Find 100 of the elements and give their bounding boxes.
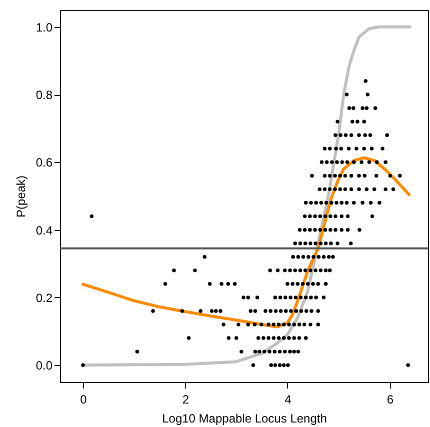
point (278, 363, 282, 367)
point (286, 282, 290, 286)
point (338, 133, 342, 137)
point (334, 146, 338, 151)
point (260, 322, 264, 326)
point (296, 350, 300, 354)
point (272, 336, 276, 340)
point (283, 350, 287, 354)
point (282, 336, 286, 340)
point (370, 214, 374, 218)
point (345, 160, 350, 164)
point (253, 350, 258, 354)
point (368, 200, 373, 205)
point (375, 160, 379, 164)
point (378, 200, 382, 205)
point (344, 92, 349, 96)
point (344, 133, 348, 137)
point (384, 187, 388, 192)
point (257, 350, 262, 354)
point (290, 282, 294, 286)
point (328, 214, 332, 218)
point (220, 282, 224, 286)
point (272, 350, 277, 354)
point (340, 200, 344, 205)
point (328, 228, 332, 232)
point (364, 187, 369, 192)
point (329, 241, 333, 246)
point (298, 296, 303, 300)
point (284, 296, 288, 300)
y-tick-label: 0.0 (36, 358, 53, 373)
point (246, 296, 250, 300)
point (316, 309, 320, 313)
point (292, 322, 296, 326)
point (334, 228, 338, 232)
point (293, 241, 297, 246)
point (391, 187, 396, 192)
point (328, 146, 332, 151)
point (300, 282, 305, 286)
point (310, 309, 314, 313)
point (298, 268, 302, 272)
point (302, 214, 307, 218)
point (314, 268, 318, 272)
point (338, 174, 342, 178)
point (268, 350, 272, 354)
point (246, 322, 250, 326)
point (278, 296, 282, 300)
point (330, 200, 334, 205)
point (330, 160, 334, 164)
point (380, 146, 384, 151)
point (310, 174, 314, 178)
point (349, 187, 354, 192)
point (266, 322, 270, 326)
point (304, 336, 308, 340)
point (334, 214, 338, 218)
point (293, 268, 297, 272)
point (352, 200, 356, 205)
point (388, 174, 392, 178)
point (313, 214, 317, 218)
point (311, 282, 315, 286)
point (319, 200, 324, 205)
point (222, 322, 226, 326)
x-axis-title: Log10 Mappable Locus Length (162, 412, 327, 426)
point (322, 174, 327, 178)
point (264, 309, 268, 313)
point (322, 255, 326, 259)
point (297, 322, 302, 326)
point (373, 106, 378, 110)
y-tick-label: 0.6 (36, 156, 53, 170)
point (346, 214, 350, 218)
point (328, 268, 332, 272)
point (326, 255, 331, 259)
point (289, 309, 293, 313)
point (324, 200, 328, 205)
point (354, 146, 358, 151)
point (214, 309, 218, 313)
point (308, 228, 312, 232)
point (251, 363, 256, 367)
point (350, 120, 354, 124)
point (367, 160, 372, 164)
point (357, 174, 361, 178)
point (208, 282, 212, 286)
point (406, 363, 410, 367)
point (362, 120, 366, 124)
point (253, 309, 258, 313)
point (344, 200, 349, 205)
point (309, 296, 313, 300)
point (292, 350, 296, 354)
point (278, 350, 282, 354)
point (364, 79, 368, 83)
point (360, 160, 364, 164)
point (336, 120, 340, 124)
point (340, 160, 344, 164)
point (312, 255, 316, 259)
point (276, 322, 281, 326)
point (316, 282, 320, 286)
point (398, 174, 402, 178)
point (343, 174, 348, 178)
point (316, 255, 320, 259)
point (309, 200, 313, 205)
point (234, 336, 238, 340)
